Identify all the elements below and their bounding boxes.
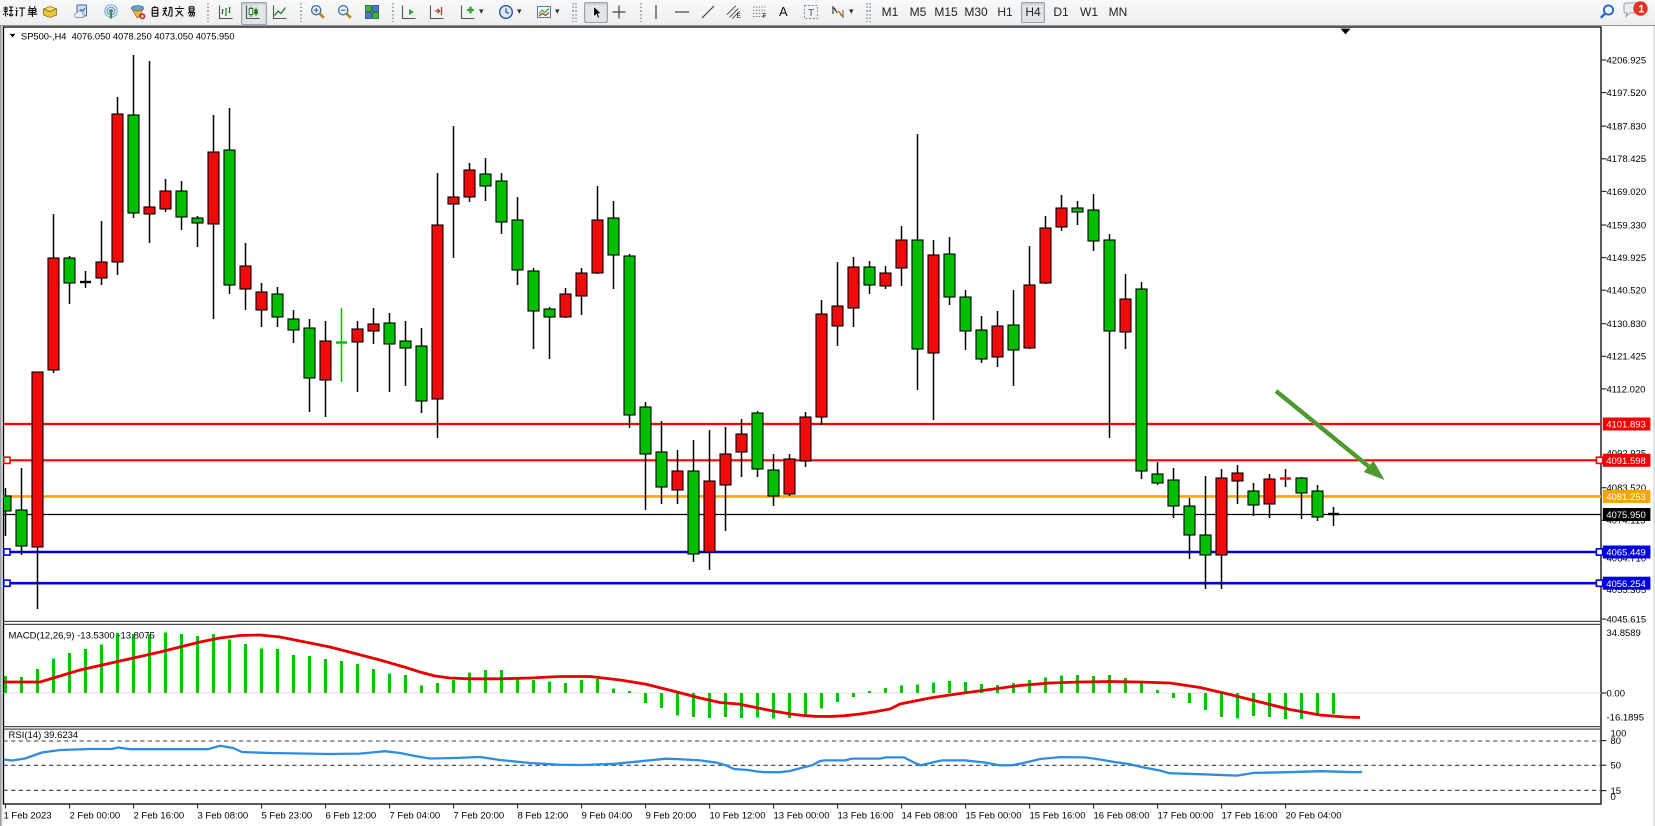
svg-text:4045.615: 4045.615 (1607, 615, 1647, 626)
svg-text:9 Feb 20:00: 9 Feb 20:00 (646, 811, 697, 822)
svg-text:8 Feb 12:00: 8 Feb 12:00 (518, 811, 569, 822)
svg-text:4112.020: 4112.020 (1607, 384, 1646, 395)
svg-text:13 Feb 16:00: 13 Feb 16:00 (838, 811, 894, 822)
svg-text:3 Feb 08:00: 3 Feb 08:00 (198, 811, 249, 822)
svg-text:34.8589: 34.8589 (1607, 628, 1641, 639)
svg-text:50: 50 (1611, 761, 1622, 772)
svg-text:-16.1895: -16.1895 (1607, 713, 1645, 724)
svg-text:17 Feb 00:00: 17 Feb 00:00 (1158, 811, 1214, 822)
svg-text:2 Feb 16:00: 2 Feb 16:00 (134, 811, 185, 822)
svg-text:MACD(12,26,9) -13.5300 -13.807: MACD(12,26,9) -13.5300 -13.8075 (9, 631, 155, 642)
svg-text:6 Feb 12:00: 6 Feb 12:00 (326, 811, 377, 822)
svg-text:14 Feb 08:00: 14 Feb 08:00 (902, 811, 958, 822)
svg-text:4121.425: 4121.425 (1607, 352, 1647, 363)
svg-text:5 Feb 23:00: 5 Feb 23:00 (262, 811, 313, 822)
svg-text:4206.925: 4206.925 (1607, 55, 1647, 66)
svg-text:4065.449: 4065.449 (1606, 548, 1646, 559)
svg-text:4083.520: 4083.520 (1607, 483, 1647, 494)
svg-text:15: 15 (1611, 786, 1622, 797)
svg-text:E: E (737, 13, 741, 20)
svg-text:4130.830: 4130.830 (1607, 319, 1647, 330)
svg-text:F: F (763, 13, 767, 20)
svg-text:2 Feb 00:00: 2 Feb 00:00 (70, 811, 121, 822)
svg-text:20 Feb 04:00: 20 Feb 04:00 (1286, 811, 1342, 822)
svg-text:T: T (808, 8, 814, 19)
svg-text:RSI(14) 39.6234: RSI(14) 39.6234 (9, 730, 79, 741)
svg-text:4056.254: 4056.254 (1606, 579, 1646, 590)
svg-text:4140.520: 4140.520 (1607, 286, 1647, 297)
svg-text:16 Feb 08:00: 16 Feb 08:00 (1094, 811, 1150, 822)
svg-text:4159.330: 4159.330 (1607, 220, 1647, 231)
svg-text:80: 80 (1611, 736, 1622, 747)
svg-text:4178.425: 4178.425 (1607, 154, 1647, 165)
svg-text:15 Feb 00:00: 15 Feb 00:00 (966, 811, 1022, 822)
svg-text:4064.710: 4064.710 (1607, 554, 1647, 565)
svg-text:SP500-,H4 4076.050 4078.250 4: SP500-,H4 4076.050 4078.250 4073.050 407… (21, 31, 235, 41)
svg-text:4081.253: 4081.253 (1606, 492, 1646, 503)
svg-text:0: 0 (1611, 792, 1616, 803)
svg-text:1: 1 (1638, 3, 1644, 15)
svg-text:4187.830: 4187.830 (1607, 122, 1647, 133)
svg-text:4169.020: 4169.020 (1607, 187, 1647, 198)
svg-text:0.00: 0.00 (1607, 688, 1626, 699)
svg-text:13 Feb 00:00: 13 Feb 00:00 (774, 811, 830, 822)
svg-text:4101.893: 4101.893 (1606, 420, 1646, 431)
svg-text:1 Feb 2023: 1 Feb 2023 (4, 811, 52, 822)
svg-text:10 Feb 12:00: 10 Feb 12:00 (710, 811, 766, 822)
svg-text:17 Feb 16:00: 17 Feb 16:00 (1222, 811, 1278, 822)
svg-text:4091.598: 4091.598 (1606, 456, 1646, 467)
svg-text:4055.305: 4055.305 (1607, 585, 1647, 596)
svg-text:100: 100 (1611, 729, 1627, 740)
svg-text:4075.950: 4075.950 (1606, 510, 1646, 521)
svg-text:7 Feb 04:00: 7 Feb 04:00 (390, 811, 441, 822)
svg-text:4074.115: 4074.115 (1607, 516, 1646, 527)
svg-text:4149.925: 4149.925 (1607, 253, 1647, 264)
svg-text:9 Feb 04:00: 9 Feb 04:00 (582, 811, 633, 822)
svg-text:7 Feb 20:00: 7 Feb 20:00 (454, 811, 505, 822)
svg-text:4197.520: 4197.520 (1607, 88, 1647, 99)
svg-text:15 Feb 16:00: 15 Feb 16:00 (1030, 811, 1086, 822)
